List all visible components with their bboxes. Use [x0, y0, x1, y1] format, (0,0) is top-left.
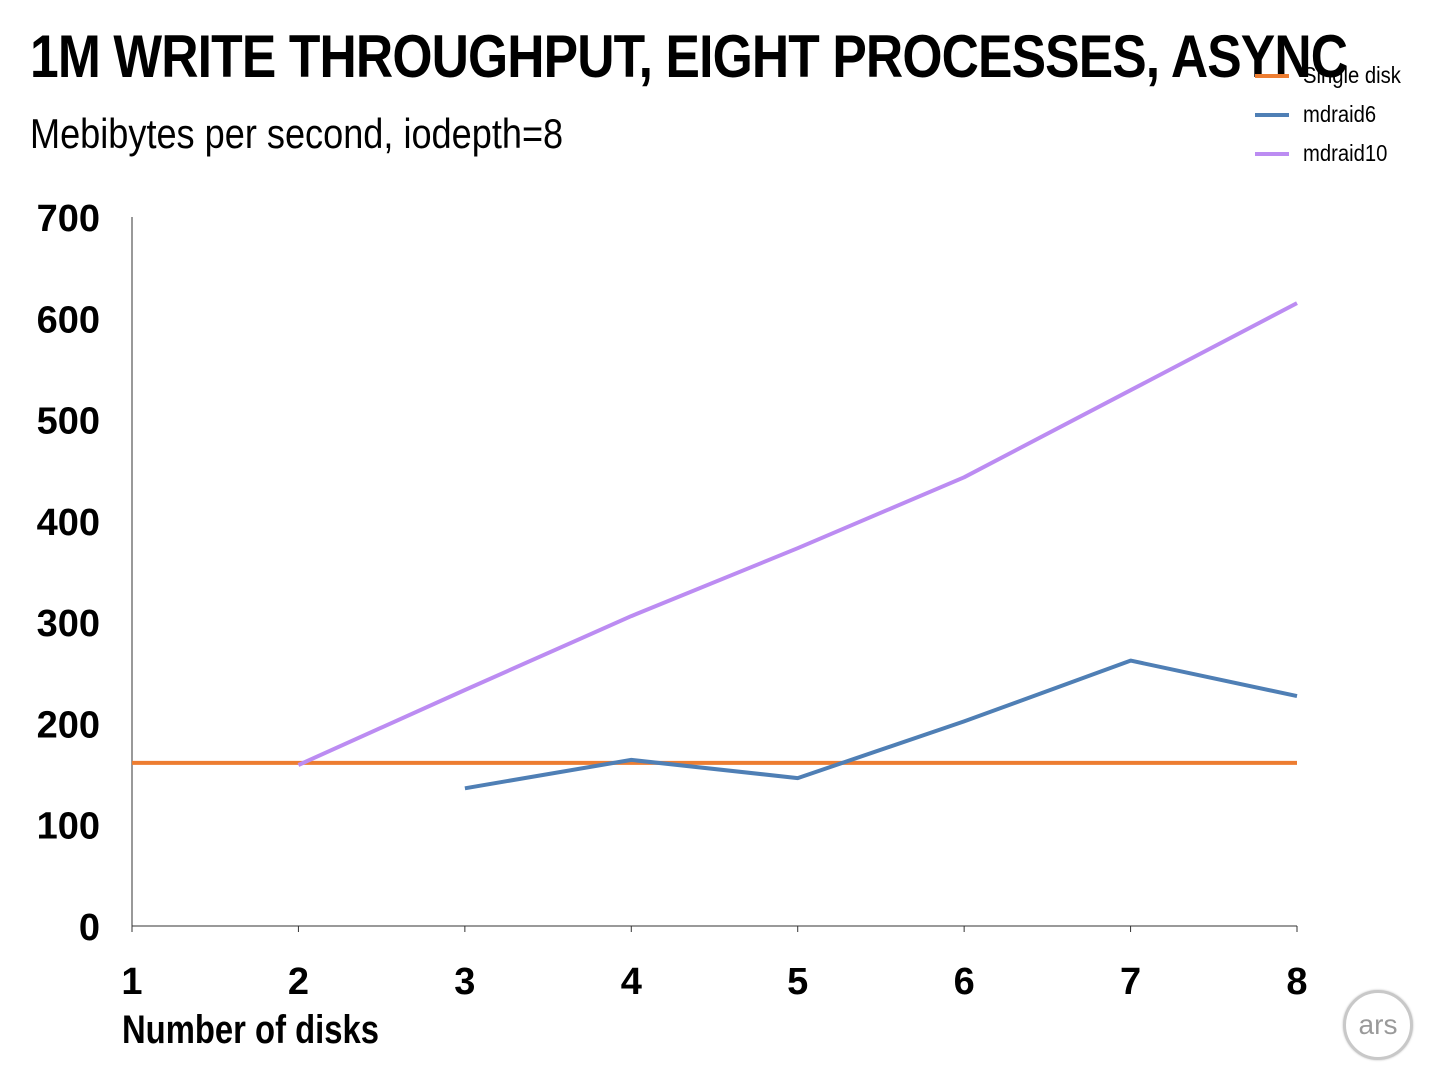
- legend-label-mdraid6: mdraid6: [1303, 101, 1377, 127]
- legend-item-mdraid6: mdraid6: [1255, 95, 1414, 134]
- x-tick-label: 3: [454, 961, 475, 1003]
- legend-label-mdraid10: mdraid10: [1303, 140, 1388, 166]
- legend-label-single-disk: Single disk: [1303, 62, 1401, 88]
- chart-subtitle: Mebibytes per second, iodepth=8: [30, 110, 564, 157]
- x-tick-label: 1: [121, 961, 142, 1003]
- chart-title: 1M WRITE THROUGHPUT, EIGHT PROCESSES, AS…: [30, 23, 1348, 90]
- series-line-mdraid10: [297, 301, 1298, 767]
- legend-item-mdraid10: mdraid10: [1255, 134, 1414, 173]
- y-tick-label: 600: [37, 299, 100, 341]
- x-tick-label: 7: [1120, 961, 1141, 1003]
- x-tick-label: 8: [1286, 961, 1307, 1003]
- y-tick-label: 700: [37, 198, 100, 240]
- x-axis-label: Number of disks: [122, 1008, 379, 1052]
- y-tick-label: 200: [37, 704, 100, 746]
- x-tick-label: 4: [621, 961, 642, 1003]
- y-tick-label: 0: [79, 907, 100, 949]
- x-tick-label: 6: [954, 961, 975, 1003]
- y-tick-label: 100: [37, 806, 100, 848]
- x-tick-label: 5: [787, 961, 808, 1003]
- legend: Single disk mdraid6 mdraid10: [1255, 56, 1414, 173]
- x-tick-label: 2: [288, 961, 309, 1003]
- legend-item-single-disk: Single disk: [1255, 56, 1414, 95]
- legend-swatch-single-disk: [1255, 73, 1289, 78]
- series-line-mdraid6: [464, 658, 1298, 791]
- legend-swatch-mdraid10: [1255, 151, 1289, 156]
- y-tick-label: 300: [37, 603, 100, 645]
- ars-logo: ars: [1343, 990, 1413, 1060]
- y-tick-label: 500: [37, 401, 100, 443]
- legend-swatch-mdraid6: [1255, 112, 1289, 117]
- y-tick-label: 400: [37, 502, 100, 544]
